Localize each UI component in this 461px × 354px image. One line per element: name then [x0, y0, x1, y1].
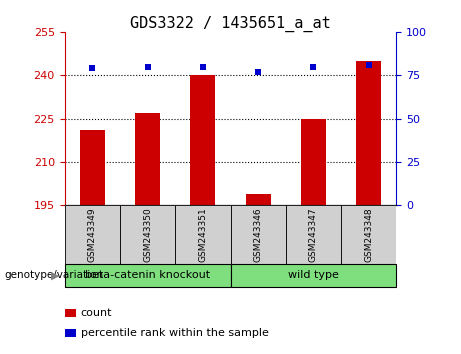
Bar	[65, 264, 230, 287]
Bar	[175, 205, 230, 264]
Bar	[341, 205, 396, 264]
Bar	[230, 264, 396, 287]
Point	[144, 64, 151, 69]
Text: GSM243348: GSM243348	[364, 207, 373, 262]
Text: GSM243347: GSM243347	[309, 207, 318, 262]
Text: ▶: ▶	[52, 270, 60, 280]
Point	[254, 69, 262, 75]
Point	[365, 62, 372, 68]
Text: percentile rank within the sample: percentile rank within the sample	[81, 328, 269, 338]
Bar	[286, 205, 341, 264]
Bar	[80, 130, 105, 205]
Text: GDS3322 / 1435651_a_at: GDS3322 / 1435651_a_at	[130, 16, 331, 32]
Text: GSM243346: GSM243346	[254, 207, 263, 262]
Bar	[246, 194, 271, 205]
Text: count: count	[81, 308, 112, 318]
Text: beta-catenin knockout: beta-catenin knockout	[85, 270, 210, 280]
Text: GSM243351: GSM243351	[198, 207, 207, 262]
Point	[89, 65, 96, 71]
Bar	[356, 61, 381, 205]
Bar	[120, 205, 175, 264]
Point	[310, 64, 317, 69]
Text: wild type: wild type	[288, 270, 339, 280]
Bar	[190, 75, 215, 205]
Point	[199, 64, 207, 69]
Text: GSM243350: GSM243350	[143, 207, 152, 262]
Bar	[135, 113, 160, 205]
Bar	[230, 205, 286, 264]
Bar	[65, 205, 120, 264]
Bar	[301, 119, 326, 205]
Text: genotype/variation: genotype/variation	[5, 270, 104, 280]
Text: GSM243349: GSM243349	[88, 207, 97, 262]
